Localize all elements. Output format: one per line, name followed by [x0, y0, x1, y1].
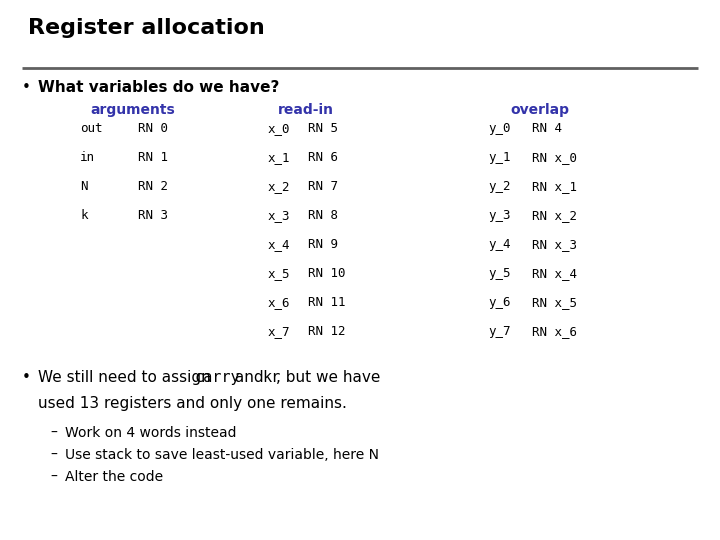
Text: RN 3: RN 3 [138, 209, 168, 222]
Text: RN x_4: RN x_4 [532, 267, 577, 280]
Text: RN 11: RN 11 [308, 296, 346, 309]
Text: RN x_5: RN x_5 [532, 296, 577, 309]
Text: RN 9: RN 9 [308, 238, 338, 251]
Text: –: – [50, 426, 57, 440]
Text: x_5: x_5 [268, 267, 290, 280]
Text: out: out [80, 122, 102, 135]
Text: y_3: y_3 [488, 209, 510, 222]
Text: kr: kr [262, 370, 280, 385]
Text: y_0: y_0 [488, 122, 510, 135]
Text: y_2: y_2 [488, 180, 510, 193]
Text: x_2: x_2 [268, 180, 290, 193]
Text: y_4: y_4 [488, 238, 510, 251]
Text: y_6: y_6 [488, 296, 510, 309]
Text: What variables do we have?: What variables do we have? [38, 80, 279, 95]
Text: RN x_3: RN x_3 [532, 238, 577, 251]
Text: RN 7: RN 7 [308, 180, 338, 193]
Text: –: – [50, 448, 57, 462]
Text: Alter the code: Alter the code [65, 470, 163, 484]
Text: k: k [80, 209, 88, 222]
Text: x_4: x_4 [268, 238, 290, 251]
Text: Work on 4 words instead: Work on 4 words instead [65, 426, 236, 440]
Text: RN 4: RN 4 [532, 122, 562, 135]
Text: RN 10: RN 10 [308, 267, 346, 280]
Text: RN 1: RN 1 [138, 151, 168, 164]
Text: and: and [230, 370, 268, 385]
Text: Register allocation: Register allocation [28, 18, 265, 38]
Text: •: • [22, 370, 31, 385]
Text: RN 8: RN 8 [308, 209, 338, 222]
Text: , but we have: , but we have [276, 370, 381, 385]
Text: RN 2: RN 2 [138, 180, 168, 193]
Text: carry: carry [194, 370, 240, 385]
Text: RN x_6: RN x_6 [532, 325, 577, 338]
Text: x_3: x_3 [268, 209, 290, 222]
Text: overlap: overlap [510, 103, 569, 117]
Text: x_7: x_7 [268, 325, 290, 338]
Text: We still need to assign: We still need to assign [38, 370, 215, 385]
Text: Use stack to save least-used variable, here N: Use stack to save least-used variable, h… [65, 448, 379, 462]
Text: x_6: x_6 [268, 296, 290, 309]
Text: RN x_2: RN x_2 [532, 209, 577, 222]
Text: RN 12: RN 12 [308, 325, 346, 338]
Text: x_0: x_0 [268, 122, 290, 135]
Text: RN 5: RN 5 [308, 122, 338, 135]
Text: RN 0: RN 0 [138, 122, 168, 135]
Text: N: N [80, 180, 88, 193]
Text: RN 6: RN 6 [308, 151, 338, 164]
Text: y_1: y_1 [488, 151, 510, 164]
Text: arguments: arguments [90, 103, 175, 117]
Text: RN x_1: RN x_1 [532, 180, 577, 193]
Text: x_1: x_1 [268, 151, 290, 164]
Text: •: • [22, 80, 31, 95]
Text: –: – [50, 470, 57, 484]
Text: read-in: read-in [278, 103, 334, 117]
Text: RN x_0: RN x_0 [532, 151, 577, 164]
Text: in: in [80, 151, 95, 164]
Text: y_7: y_7 [488, 325, 510, 338]
Text: used 13 registers and only one remains.: used 13 registers and only one remains. [38, 396, 347, 411]
Text: y_5: y_5 [488, 267, 510, 280]
